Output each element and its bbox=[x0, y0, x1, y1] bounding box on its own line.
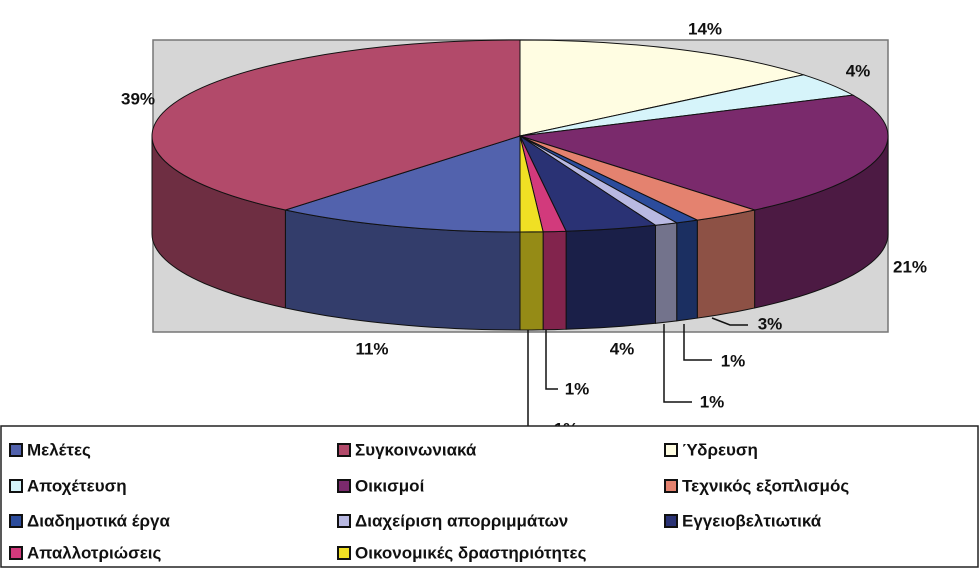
legend-swatch bbox=[664, 479, 678, 493]
slice bbox=[283, 135, 521, 233]
data-label: 4% bbox=[610, 339, 635, 358]
pie-walls bbox=[151, 135, 889, 331]
legend-label: Απαλλοτριώσεις bbox=[27, 543, 161, 562]
slice-wall bbox=[676, 219, 698, 322]
legend-label: Διαδημοτικά έργα bbox=[27, 511, 170, 530]
slice bbox=[519, 39, 806, 137]
slice-wall bbox=[542, 230, 567, 331]
slice-wall bbox=[565, 224, 656, 330]
legend-swatch bbox=[664, 443, 678, 457]
legend-swatch bbox=[337, 514, 351, 528]
legend-swatch bbox=[337, 443, 351, 457]
legend-swatch bbox=[664, 514, 678, 528]
data-label: 1% bbox=[700, 392, 725, 411]
legend-label: Εγγειοβελτιωτικά bbox=[682, 511, 822, 530]
data-label: 4% bbox=[846, 61, 871, 80]
legend-label: Τεχνικός εξοπλισμός bbox=[682, 476, 849, 495]
slice-wall bbox=[519, 231, 544, 331]
data-label: 21% bbox=[893, 257, 927, 276]
slice bbox=[519, 94, 889, 211]
leader-line bbox=[545, 330, 558, 390]
legend-label: Μελέτες bbox=[27, 440, 91, 459]
data-label: 1% bbox=[565, 379, 590, 398]
data-label: 3% bbox=[758, 314, 783, 333]
leader-line bbox=[527, 330, 548, 431]
legend-swatch bbox=[337, 479, 351, 493]
pie-tops bbox=[151, 39, 889, 233]
legend: Μελέτες Συγκοινωνιακά Ύδρευση Αποχέτευση Οικ… bbox=[9, 440, 849, 562]
legend-swatch bbox=[9, 443, 23, 457]
legend-label: Οικισμοί bbox=[355, 476, 425, 495]
slice bbox=[519, 135, 544, 233]
leader-line bbox=[683, 324, 712, 361]
data-label: 1% bbox=[721, 351, 746, 370]
data-label: 39% bbox=[121, 89, 155, 108]
data-label: 11% bbox=[355, 339, 388, 358]
slice-wall bbox=[655, 222, 678, 324]
legend-swatch bbox=[9, 546, 23, 560]
slice-wall bbox=[696, 209, 756, 319]
leader-line bbox=[663, 324, 692, 403]
data-label: 14% bbox=[688, 19, 722, 38]
legend-swatch bbox=[9, 514, 23, 528]
legend-swatch bbox=[337, 546, 351, 560]
leader-line bbox=[711, 317, 748, 326]
legend-label: Αποχέτευση bbox=[27, 476, 127, 495]
slice bbox=[151, 39, 521, 211]
legend-swatch bbox=[9, 479, 23, 493]
legend-label: Διαχείριση απορριμμάτων bbox=[355, 511, 568, 530]
legend-box bbox=[0, 425, 979, 568]
legend-label: Οικονομικές δραστηριότητες bbox=[355, 543, 587, 562]
legend-label: Ύδρευση bbox=[682, 440, 758, 459]
legend-label: Συγκοινωνιακά bbox=[355, 440, 477, 459]
